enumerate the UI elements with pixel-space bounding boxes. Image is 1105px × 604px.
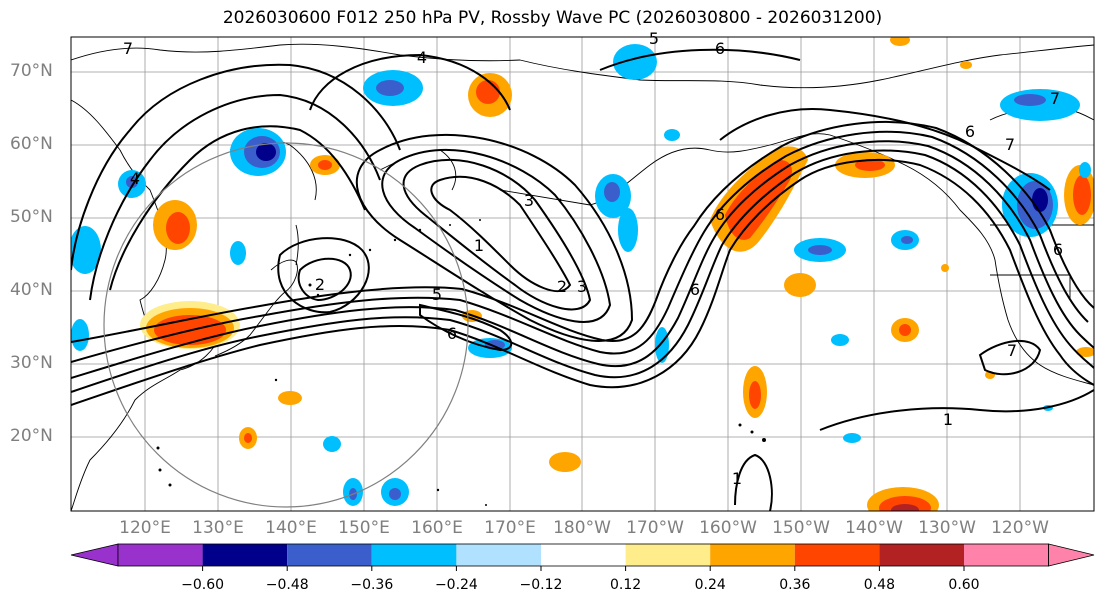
contour-label: 6 [715,39,725,58]
contour-label: 5 [649,29,659,48]
lon-label: 170°E [484,518,536,538]
colorbar-tick-label: −0.12 [519,577,563,593]
contour-label: 7 [123,39,133,58]
contour-label: 5 [432,285,442,304]
contour-label: 6 [690,280,700,299]
contour-label: 2 [557,277,567,296]
lat-label: 50°N [10,207,53,227]
contour-label: 4 [130,169,140,188]
islands [156,198,766,506]
contour-label: 7 [1007,341,1017,360]
contour-label: 4 [417,48,427,67]
contour-label: 3 [577,277,587,296]
colorbar-tick-label: −0.24 [434,577,478,593]
lon-label: 150°E [338,518,390,538]
map-frame [70,36,1095,512]
lon-label: 160°E [411,518,463,538]
lat-label: 30°N [10,353,53,373]
colorbar-tick-label: −0.36 [350,577,394,593]
contour-label: 2 [315,275,325,294]
lon-label: 150°W [772,518,830,538]
colorbar-tick-label: 0.48 [863,577,895,593]
contour-label-group: 7 4 5 6 4 3 1 2 5 6 2 3 6 6 6 7 6 7 1 1 … [123,29,1063,488]
map-title: 2026030600 F012 250 hPa PV, Rossby Wave … [222,8,883,28]
lat-label: 40°N [10,280,53,300]
colorbar-tick-label: 0.60 [948,577,980,593]
lon-label: 170°W [626,518,684,538]
contour-label: 1 [732,469,742,488]
contour-label: 1 [943,410,953,429]
contour-label: 6 [1053,240,1063,259]
lon-label: 180°W [553,518,611,538]
graticule [71,37,1094,511]
lon-label: 130°W [918,518,976,538]
lon-label: 120°E [119,518,171,538]
contour-label: 6 [965,122,975,141]
colorbar [70,543,1095,571]
colorbar-tick-label: −0.60 [181,577,225,593]
lon-label: 160°W [699,518,757,538]
contour-label: 6 [447,324,457,343]
colorbar-low-extend [70,543,119,567]
lat-label: 70°N [10,61,53,81]
colorbar-tick-label: 0.24 [694,577,726,593]
lat-label: 20°N [10,426,53,446]
contour-label: 7 [1005,135,1015,154]
colorbar-tick-label: 0.36 [779,577,811,593]
lon-label: 130°E [192,518,244,538]
lat-label: 60°N [10,134,53,154]
contour-label: 6 [715,205,725,224]
contour-label: 3 [524,191,534,210]
coastlines [71,43,1094,511]
lon-label: 120°W [991,518,1049,538]
lon-label: 140°E [265,518,317,538]
colorbar-tick-label: −0.48 [265,577,309,593]
pv-contours [71,48,1094,511]
region-circle [103,142,469,508]
colorbar-high-extend [1048,543,1095,567]
pv-anomalies [71,37,1094,511]
lon-label: 140°W [845,518,903,538]
colorbar-tick-label: 0.12 [610,577,642,593]
contour-label: 1 [474,236,484,255]
contour-label: 7 [1050,89,1060,108]
